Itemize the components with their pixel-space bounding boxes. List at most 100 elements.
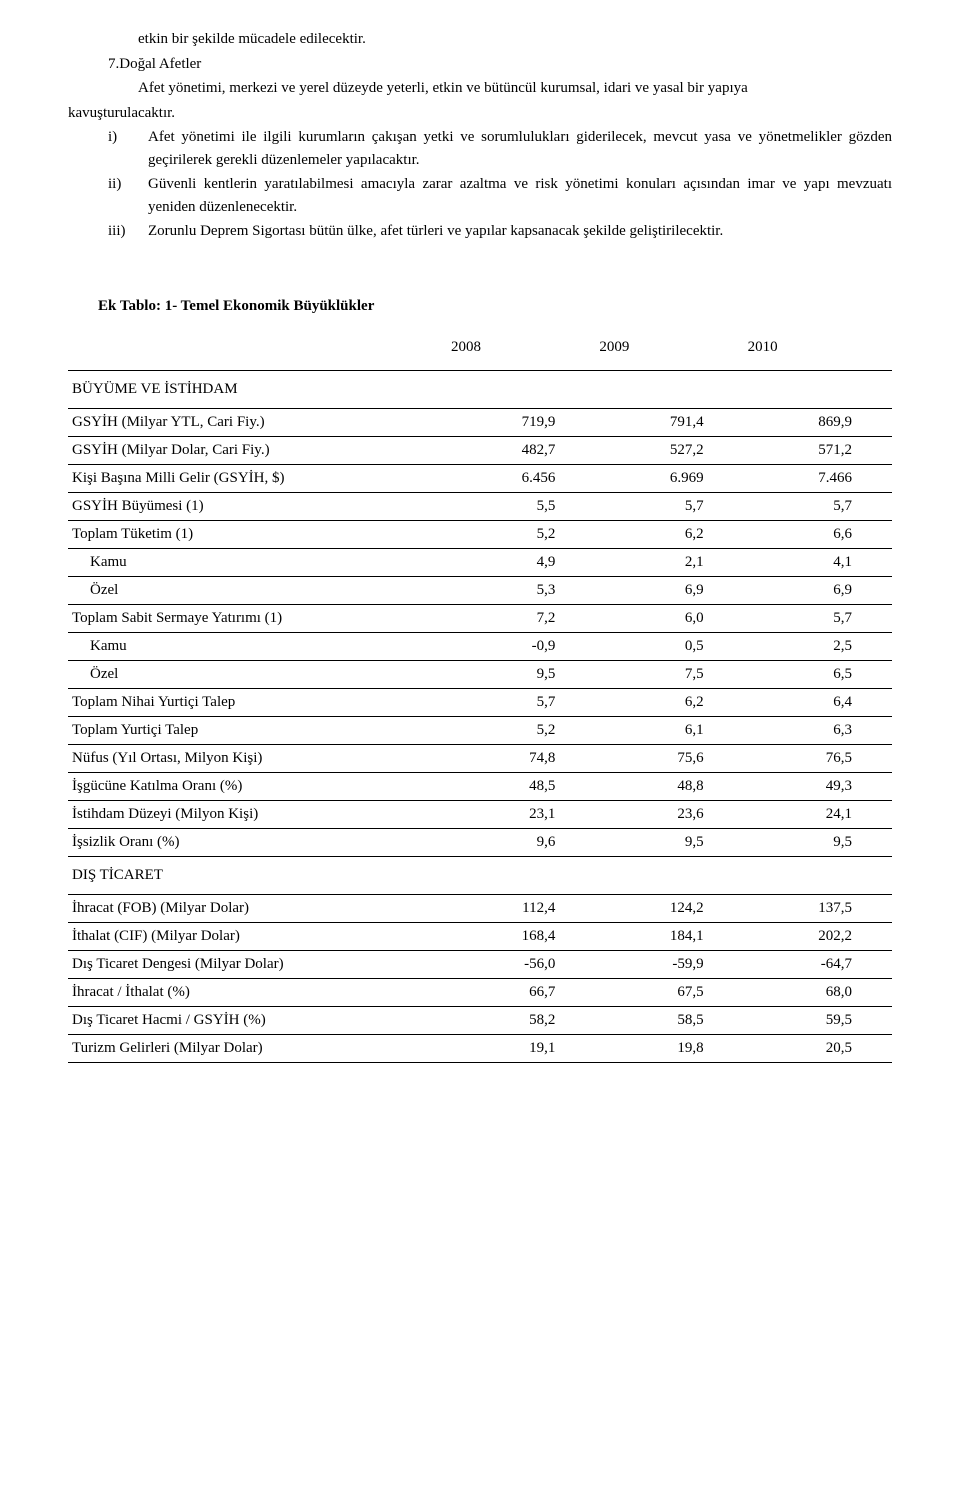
row-label: İşgücüne Katılma Oranı (%) bbox=[68, 772, 447, 800]
table-row: Toplam Nihai Yurtiçi Talep5,76,26,4 bbox=[68, 688, 892, 716]
list-text: Afet yönetimi ile ilgili kurumların çakı… bbox=[148, 126, 892, 171]
table-row: Kişi Başına Milli Gelir (GSYİH, $)6.4566… bbox=[68, 464, 892, 492]
row-label: Toplam Sabit Sermaye Yatırımı (1) bbox=[68, 604, 447, 632]
row-label: GSYİH (Milyar YTL, Cari Fiy.) bbox=[68, 408, 447, 436]
row-value: 5,5 bbox=[447, 492, 595, 520]
table-row: İhracat (FOB) (Milyar Dolar)112,4124,213… bbox=[68, 894, 892, 922]
row-value: 6,2 bbox=[595, 688, 743, 716]
table-row: Kamu4,92,14,1 bbox=[68, 548, 892, 576]
section-heading-7: 7.Doğal Afetler bbox=[108, 53, 892, 76]
row-label: Nüfus (Yıl Ortası, Milyon Kişi) bbox=[68, 744, 447, 772]
row-label: GSYİH (Milyar Dolar, Cari Fiy.) bbox=[68, 436, 447, 464]
row-value: 6,2 bbox=[595, 520, 743, 548]
table-row: İstihdam Düzeyi (Milyon Kişi)23,123,624,… bbox=[68, 800, 892, 828]
row-value: 184,1 bbox=[595, 922, 743, 950]
table-row: BÜYÜME VE İSTİHDAM bbox=[68, 370, 892, 408]
table-row: Dış Ticaret Dengesi (Milyar Dolar)-56,0-… bbox=[68, 950, 892, 978]
row-value: 5,7 bbox=[744, 492, 892, 520]
row-value: 719,9 bbox=[447, 408, 595, 436]
row-value: 48,5 bbox=[447, 772, 595, 800]
table-row: Toplam Yurtiçi Talep5,26,16,3 bbox=[68, 716, 892, 744]
table-header-year: 2010 bbox=[744, 325, 892, 371]
roman-numeral-list: i) Afet yönetimi ile ilgili kurumların ç… bbox=[68, 126, 892, 243]
economic-indicators-table: 2008 2009 2010 BÜYÜME VE İSTİHDAMGSYİH (… bbox=[68, 325, 892, 1063]
row-value: 5,7 bbox=[447, 688, 595, 716]
row-label: Kamu bbox=[68, 548, 447, 576]
row-label: Toplam Yurtiçi Talep bbox=[68, 716, 447, 744]
row-value: 124,2 bbox=[595, 894, 743, 922]
row-value: 19,8 bbox=[595, 1034, 743, 1062]
row-value: 75,6 bbox=[595, 744, 743, 772]
row-value: 4,1 bbox=[744, 548, 892, 576]
list-item: i) Afet yönetimi ile ilgili kurumların ç… bbox=[68, 126, 892, 171]
row-value: 869,9 bbox=[744, 408, 892, 436]
row-value: 74,8 bbox=[447, 744, 595, 772]
paragraph-intro-cont: kavuşturulacaktır. bbox=[68, 102, 892, 125]
row-value: 6,3 bbox=[744, 716, 892, 744]
row-value: 2,1 bbox=[595, 548, 743, 576]
row-value: 58,2 bbox=[447, 1006, 595, 1034]
row-value: -59,9 bbox=[595, 950, 743, 978]
row-value: -64,7 bbox=[744, 950, 892, 978]
row-value: 7,2 bbox=[447, 604, 595, 632]
table-row: GSYİH (Milyar Dolar, Cari Fiy.)482,7527,… bbox=[68, 436, 892, 464]
table-header-year: 2008 bbox=[447, 325, 595, 371]
table-row: Kamu-0,90,52,5 bbox=[68, 632, 892, 660]
row-value: 6,6 bbox=[744, 520, 892, 548]
row-value bbox=[447, 856, 595, 894]
row-label: Dış Ticaret Hacmi / GSYİH (%) bbox=[68, 1006, 447, 1034]
row-label: Dış Ticaret Dengesi (Milyar Dolar) bbox=[68, 950, 447, 978]
row-value bbox=[595, 856, 743, 894]
row-value: 6,9 bbox=[595, 576, 743, 604]
row-value: -0,9 bbox=[447, 632, 595, 660]
table-row: Toplam Tüketim (1)5,26,26,6 bbox=[68, 520, 892, 548]
row-value: 49,3 bbox=[744, 772, 892, 800]
row-value: 5,7 bbox=[595, 492, 743, 520]
row-value bbox=[744, 856, 892, 894]
row-value: 9,5 bbox=[744, 828, 892, 856]
row-value: 571,2 bbox=[744, 436, 892, 464]
row-value: 19,1 bbox=[447, 1034, 595, 1062]
row-value: 20,5 bbox=[744, 1034, 892, 1062]
row-value: 6,0 bbox=[595, 604, 743, 632]
list-item: ii) Güvenli kentlerin yaratılabilmesi am… bbox=[68, 173, 892, 218]
row-value: -56,0 bbox=[447, 950, 595, 978]
table-row: İşgücüne Katılma Oranı (%)48,548,849,3 bbox=[68, 772, 892, 800]
table-row: Dış Ticaret Hacmi / GSYİH (%)58,258,559,… bbox=[68, 1006, 892, 1034]
row-value: 6,5 bbox=[744, 660, 892, 688]
row-value: 791,4 bbox=[595, 408, 743, 436]
row-value: 527,2 bbox=[595, 436, 743, 464]
row-value: 6.456 bbox=[447, 464, 595, 492]
table-row: GSYİH (Milyar YTL, Cari Fiy.)719,9791,48… bbox=[68, 408, 892, 436]
row-value: 7.466 bbox=[744, 464, 892, 492]
table-row: Özel9,57,56,5 bbox=[68, 660, 892, 688]
list-text: Güvenli kentlerin yaratılabilmesi amacıy… bbox=[148, 173, 892, 218]
table-row: DIŞ TİCARET bbox=[68, 856, 892, 894]
row-value: 23,6 bbox=[595, 800, 743, 828]
table-row: Nüfus (Yıl Ortası, Milyon Kişi)74,875,67… bbox=[68, 744, 892, 772]
table-row: İthalat (CIF) (Milyar Dolar)168,4184,120… bbox=[68, 922, 892, 950]
row-label: Kişi Başına Milli Gelir (GSYİH, $) bbox=[68, 464, 447, 492]
row-value: 66,7 bbox=[447, 978, 595, 1006]
table-row: GSYİH Büyümesi (1)5,55,75,7 bbox=[68, 492, 892, 520]
row-value: 4,9 bbox=[447, 548, 595, 576]
row-value: 9,5 bbox=[447, 660, 595, 688]
list-text: Zorunlu Deprem Sigortası bütün ülke, afe… bbox=[148, 220, 892, 243]
row-value: 48,8 bbox=[595, 772, 743, 800]
row-label: GSYİH Büyümesi (1) bbox=[68, 492, 447, 520]
row-value: 5,3 bbox=[447, 576, 595, 604]
row-value: 6,4 bbox=[744, 688, 892, 716]
row-value: 9,6 bbox=[447, 828, 595, 856]
row-label: Toplam Tüketim (1) bbox=[68, 520, 447, 548]
row-label: Özel bbox=[68, 576, 447, 604]
row-value: 202,2 bbox=[744, 922, 892, 950]
table-row: Turizm Gelirleri (Milyar Dolar)19,119,82… bbox=[68, 1034, 892, 1062]
row-value: 59,5 bbox=[744, 1006, 892, 1034]
row-value: 137,5 bbox=[744, 894, 892, 922]
paragraph-cont: etkin bir şekilde mücadele edilecektir. bbox=[138, 28, 892, 51]
list-marker: i) bbox=[68, 126, 148, 171]
paragraph-intro: Afet yönetimi, merkezi ve yerel düzeyde … bbox=[138, 77, 892, 100]
row-value: 5,2 bbox=[447, 716, 595, 744]
row-value: 5,7 bbox=[744, 604, 892, 632]
row-label: DIŞ TİCARET bbox=[68, 856, 447, 894]
